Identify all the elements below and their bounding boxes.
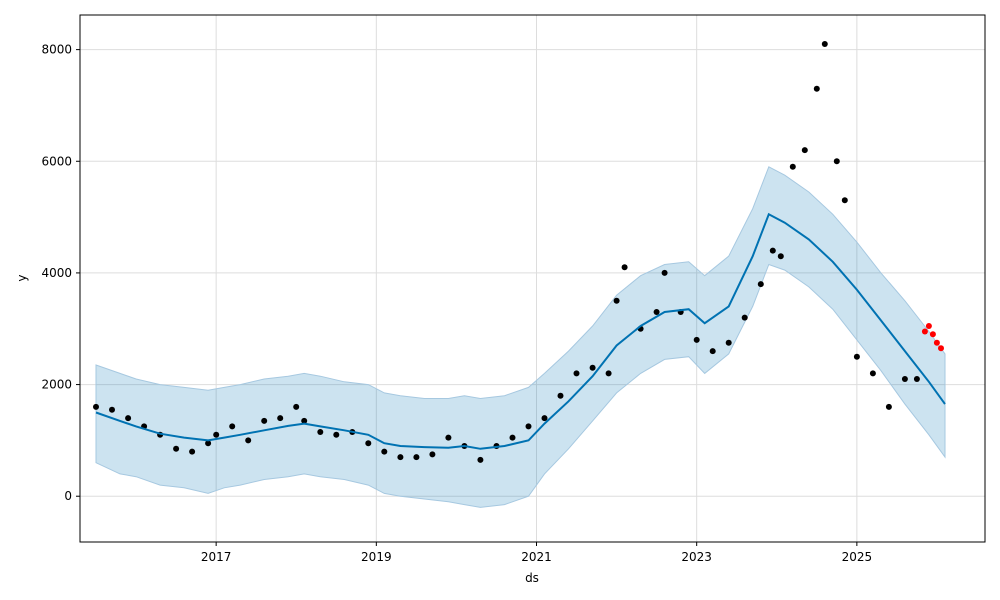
y-axis-ticks: 0 2000 4000 6000 8000	[41, 43, 80, 503]
y-tick-label: 0	[64, 489, 72, 503]
uncertainty-band	[95, 166, 946, 508]
x-tick-label: 2023	[681, 550, 712, 564]
recent-point	[929, 331, 936, 338]
observed-point	[653, 309, 660, 315]
observed-point	[445, 434, 452, 441]
observed-point	[725, 339, 732, 346]
observed-points	[93, 41, 920, 463]
observed-point	[821, 41, 828, 47]
forecast-line	[95, 212, 946, 450]
observed-point	[525, 423, 532, 430]
recent-points	[921, 323, 944, 352]
observed-point	[833, 158, 840, 165]
y-tick-label: 6000	[41, 154, 72, 168]
observed-point	[317, 429, 324, 435]
x-tick-label: 2017	[201, 550, 232, 564]
x-axis-ticks: 2017 2019 2021 2023 2025	[201, 542, 872, 564]
observed-point	[813, 85, 820, 92]
x-tick-label: 2021	[521, 550, 552, 564]
observed-point	[333, 431, 340, 438]
observed-point	[801, 147, 808, 154]
observed-point	[397, 454, 404, 461]
observed-point	[741, 314, 748, 321]
observed-point	[213, 431, 220, 438]
plot-frame	[79, 14, 986, 543]
observed-point	[205, 440, 212, 447]
observed-point	[301, 417, 308, 424]
recent-point	[921, 328, 928, 335]
observed-point	[913, 376, 920, 382]
observed-point	[709, 348, 716, 355]
observed-point	[777, 253, 784, 260]
observed-point	[605, 370, 612, 377]
observed-point	[573, 370, 580, 377]
observed-point	[789, 163, 796, 170]
observed-point	[477, 456, 484, 463]
observed-point	[621, 264, 628, 271]
grid	[80, 15, 985, 542]
observed-point	[109, 406, 115, 413]
y-tick-label: 4000	[41, 266, 72, 280]
y-tick-label: 8000	[41, 43, 72, 57]
x-axis-label: ds	[525, 571, 539, 585]
observed-point	[429, 451, 436, 458]
observed-point	[509, 434, 516, 441]
observed-point	[557, 392, 564, 399]
observed-point	[589, 364, 596, 371]
observed-point	[769, 247, 776, 254]
observed-point	[901, 376, 908, 382]
observed-point	[173, 445, 180, 452]
observed-point	[125, 415, 132, 422]
observed-point	[293, 403, 300, 410]
observed-point	[189, 448, 196, 455]
y-tick-label: 2000	[41, 378, 72, 392]
observed-point	[261, 417, 268, 424]
observed-point	[277, 415, 284, 422]
forecast-line-group	[95, 212, 946, 450]
x-tick-label: 2019	[361, 550, 392, 564]
observed-point	[613, 297, 620, 304]
observed-point	[693, 336, 700, 343]
observed-point	[245, 437, 252, 444]
observed-point	[381, 448, 388, 455]
observed-point	[885, 403, 892, 410]
recent-point	[925, 323, 932, 329]
recent-point	[938, 345, 944, 352]
observed-point	[841, 197, 848, 204]
observed-point	[413, 454, 420, 461]
x-tick-label: 2025	[842, 550, 873, 564]
uncertainty-band-area	[95, 166, 946, 508]
observed-point	[93, 403, 99, 410]
observed-point	[541, 415, 548, 422]
observed-point	[853, 353, 860, 360]
observed-point	[229, 423, 236, 430]
y-axis-label: y	[15, 274, 29, 281]
observed-point	[365, 440, 372, 447]
recent-point	[933, 339, 940, 346]
observed-point	[661, 269, 668, 276]
observed-point	[869, 370, 876, 377]
observed-point	[757, 281, 764, 288]
